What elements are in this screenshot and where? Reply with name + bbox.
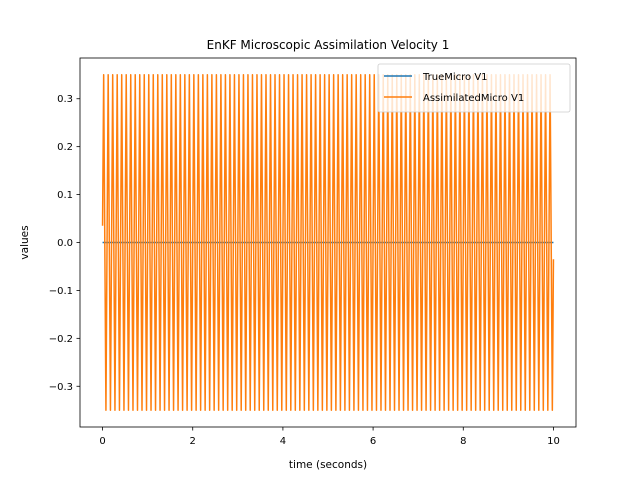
x-axis: 0 2 4 6 8 10 <box>99 427 560 447</box>
y-axis: −0.3 −0.2 −0.1 0.0 0.1 0.2 0.3 <box>49 94 80 393</box>
y-tick-label: 0.3 <box>57 94 73 105</box>
legend-label-assimilated: AssimilatedMicro V1 <box>423 93 524 104</box>
x-tick-label: 10 <box>547 436 560 447</box>
legend: TrueMicro V1 AssimilatedMicro V1 <box>377 63 571 113</box>
y-tick-label: −0.2 <box>49 334 73 345</box>
legend-label-truemicro: TrueMicro V1 <box>422 72 488 83</box>
x-axis-label: time (seconds) <box>289 459 367 471</box>
x-tick-label: 6 <box>370 436 376 447</box>
legend-box <box>377 63 571 113</box>
x-tick-label: 4 <box>280 436 286 447</box>
x-tick-label: 2 <box>190 436 196 447</box>
x-tick-label: 0 <box>99 436 105 447</box>
y-tick-label: 0.1 <box>57 190 73 201</box>
plot-area <box>79 57 577 428</box>
series-line-assimilated <box>101 74 555 411</box>
x-tick-label: 8 <box>460 436 466 447</box>
series-layer <box>101 74 555 411</box>
y-tick-label: −0.3 <box>49 382 73 393</box>
y-axis-label: values <box>19 225 31 259</box>
y-tick-label: 0.0 <box>57 238 73 249</box>
y-tick-label: 0.2 <box>57 142 73 153</box>
chart-title: EnKF Microscopic Assimilation Velocity 1 <box>207 38 450 52</box>
y-tick-label: −0.1 <box>49 286 73 297</box>
